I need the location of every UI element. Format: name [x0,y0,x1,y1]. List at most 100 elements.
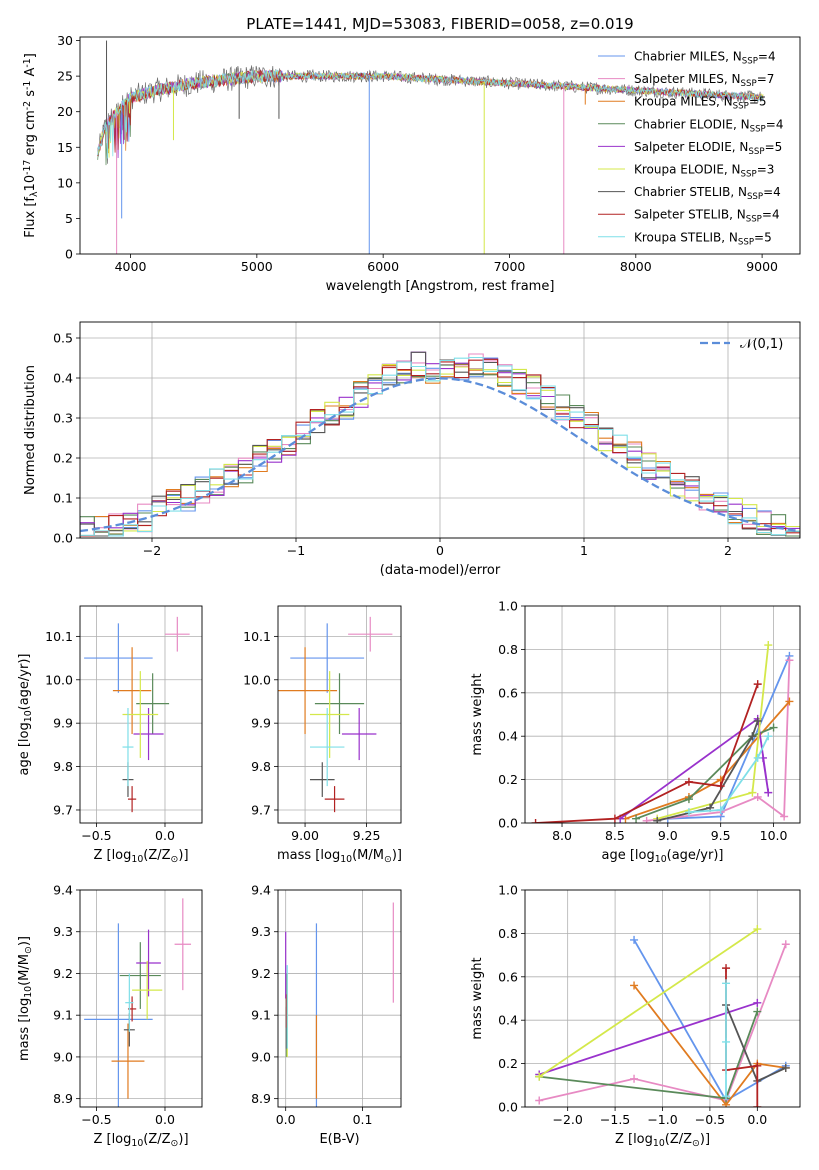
legend-label: Salpeter STELIB, NSSP=4 [634,208,780,225]
errorbar-point [84,923,153,1107]
x-tick-label: −0.5 [81,828,111,843]
errorbar-point [84,623,153,693]
panel-weight_vs_age: 8.0 8.5 9.0 9.5 10.0 0.0 0.2 0.4 0.6 0.8 1.0 age [l… [470,599,801,865]
weight-marker [748,788,757,797]
legend: Chabrier MILES, NSSP=4 Salpeter MILES, NS… [598,50,783,247]
legend-label: Kroupa MILES, NSSP=5 [634,95,767,112]
x-tick-label: 9.00 [291,828,319,843]
y-tick-label: 10.0 [45,672,73,687]
legend-label: Salpeter ELODIE, NSSP=5 [634,140,782,157]
errorbar-point [132,960,163,1020]
y-tick-label: 10.1 [243,629,271,644]
errorbar-point [174,898,192,991]
weight-marker [780,812,789,821]
y-tick-label: 9.9 [251,716,271,731]
panel-age_vs_Z: −0.5 0.0 9.7 9.8 9.9 10.0 10.1 Z [log10(Z/Z⊙)] a… [17,605,203,865]
axes-frame [79,605,203,824]
y-tick-label: 30 [57,33,73,48]
x-tick-label: 0 [436,543,444,558]
weight-marker [722,1092,731,1101]
y-tick-label: 9.8 [251,759,271,774]
y-tick-label: 0.0 [498,816,518,831]
y-axis-label: mass [log10(M/M⊙)] [17,936,34,1061]
y-tick-label: 0.1 [53,491,73,506]
panel-mass_vs_ebv: 0.0 0.1 8.9 9.0 9.1 9.2 9.3 9.4 E(B-V) [251,883,402,1147]
weight-marker [684,795,693,804]
y-tick-label: 10 [57,175,73,190]
plot-area-mass_vs_ebv [285,902,394,1107]
errorbar-point [119,942,161,1009]
weight-marker [753,753,762,762]
x-axis-label: mass [log10(M/M⊙)] [277,848,402,865]
weight-marker [722,964,731,973]
y-tick-label: 15 [57,140,73,155]
y-tick-label: 9.0 [53,1049,73,1064]
axes-frame [277,605,402,824]
weight-marker [753,1007,762,1016]
weight-marker [535,1096,544,1105]
x-tick-label: −1.0 [647,1112,677,1127]
errorbar-point [314,673,365,735]
panel-weight_vs_Z: −2.0 −1.5 −1.0 −0.5 0.0 0.0 0.2 0.4 0.6 0.8 1.0 Z [… [470,883,801,1149]
weight-marker [753,1061,762,1070]
x-tick-label: 9.5 [711,828,731,843]
weight-series-line [538,1001,758,1076]
panel-residuals: −2 −1 0 1 2 0.0 0.1 0.2 0.3 0.4 0.5 (data-model)/er… [23,321,801,578]
errorbar-point [164,616,190,652]
y-axis-label: age [log10(age/yr)] [17,654,34,776]
y-tick-label: 9.4 [251,883,271,898]
y-tick-label: 0.6 [498,685,518,700]
y-tick-label: 0.6 [498,969,518,984]
x-axis-label: Z [log10(Z/Z⊙)] [93,1132,188,1149]
legend-label: Chabrier ELODIE, NSSP=4 [634,117,783,134]
y-tick-label: 0.5 [53,331,73,346]
errorbar-point [122,707,134,787]
weight-marker [535,1072,544,1081]
y-tick-label: 8.9 [251,1091,271,1106]
weight-series-line [538,928,758,1078]
x-tick-label: 8000 [620,259,652,274]
x-tick-label: 1 [580,543,588,558]
y-tick-label: 25 [57,69,73,84]
weight-series-line [688,735,770,813]
weight-marker [653,816,662,823]
x-axis-label: Z [log10(Z/Z⊙)] [615,1132,710,1149]
weight-marker [684,808,693,817]
x-axis-label: Z [log10(Z/Z⊙)] [93,848,188,865]
y-tick-label: 5 [65,211,73,226]
y-tick-label: 0.3 [53,411,73,426]
errorbar-point [309,707,345,787]
y-tick-label: 1.0 [498,599,518,614]
y-tick-label: 9.4 [53,883,73,898]
weight-marker [753,1103,762,1107]
y-tick-label: 0.8 [498,642,518,657]
y-tick-label: 0.0 [53,531,73,546]
x-axis-label: age [log10(age/yr)] [602,848,724,865]
weight-marker [531,819,540,823]
errorbar-point [112,647,152,735]
x-tick-label: 9.0 [658,828,678,843]
errorbar-point [136,929,161,997]
x-tick-label: −1.5 [600,1112,630,1127]
weight-marker [753,925,762,934]
y-axis-label: Normed distribution [23,365,38,495]
panel-age_vs_mass: 9.00 9.25 9.7 9.8 9.9 10.0 10.1 mass [log10(M/M… [243,605,402,865]
legend-label: Chabrier STELIB, NSSP=4 [634,185,781,202]
x-tick-label: −1 [287,543,305,558]
weight-marker [630,935,639,944]
y-tick-label: 0.0 [498,1100,518,1115]
x-axis-label: wavelength [Angstrom, rest frame] [326,279,555,294]
weight-marker [781,940,790,949]
x-tick-label: 0.0 [747,1112,767,1127]
errorbar-point [290,623,365,693]
y-tick-label: 9.1 [53,1008,73,1023]
weight-marker [630,981,639,990]
weight-marker [781,1063,790,1072]
legend-label: 𝒩(0,1) [740,337,783,352]
axes-frame [79,889,203,1108]
weight-marker [785,656,794,665]
y-axis-label: mass weight [470,957,485,1039]
weight-series-line [538,943,787,1102]
plot-area-age_vs_mass [278,616,393,813]
